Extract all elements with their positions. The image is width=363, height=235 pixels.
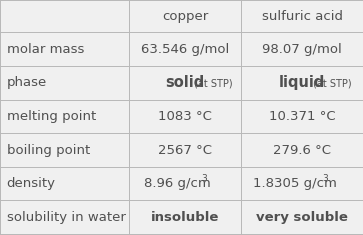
Text: (at STP): (at STP) <box>194 78 233 89</box>
Text: solid: solid <box>165 75 204 90</box>
Text: liquid: liquid <box>279 75 325 90</box>
Text: 3: 3 <box>322 174 328 183</box>
Text: density: density <box>7 177 56 190</box>
Text: phase: phase <box>7 76 47 89</box>
Text: boiling point: boiling point <box>7 144 90 157</box>
Text: 1083 °C: 1083 °C <box>158 110 212 123</box>
Text: 63.546 g/mol: 63.546 g/mol <box>141 43 229 56</box>
Text: 8.96 g/cm: 8.96 g/cm <box>144 177 211 190</box>
Text: solubility in water: solubility in water <box>7 211 125 224</box>
Text: 10.371 °C: 10.371 °C <box>269 110 335 123</box>
Text: 3: 3 <box>201 174 207 183</box>
Text: sulfuric acid: sulfuric acid <box>262 10 343 23</box>
Text: melting point: melting point <box>7 110 96 123</box>
Text: 1.8305 g/cm: 1.8305 g/cm <box>253 177 337 190</box>
Text: 98.07 g/mol: 98.07 g/mol <box>262 43 342 56</box>
Text: insoluble: insoluble <box>151 211 219 224</box>
Text: 2567 °C: 2567 °C <box>158 144 212 157</box>
Text: molar mass: molar mass <box>7 43 84 56</box>
Text: 279.6 °C: 279.6 °C <box>273 144 331 157</box>
Text: very soluble: very soluble <box>256 211 348 224</box>
Text: copper: copper <box>162 10 208 23</box>
Text: (at STP): (at STP) <box>313 78 352 89</box>
